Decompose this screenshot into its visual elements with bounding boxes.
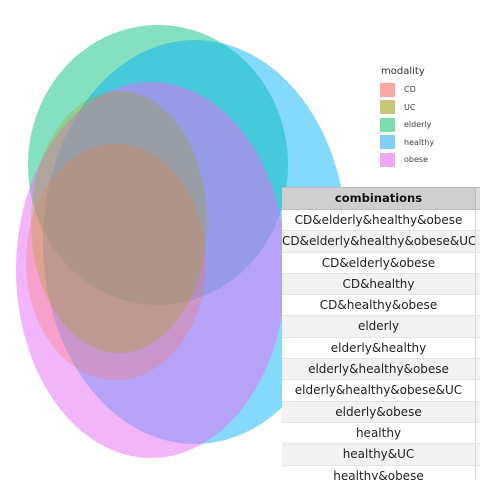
next-column-cell [475,231,480,252]
set-cd-ellipse [26,144,206,380]
next-column-cell [475,401,480,422]
table-row[interactable]: elderly&healthy&obese [282,359,480,381]
combination-cell: CD&elderly&obese [321,255,436,270]
legend-item-uc: UC [380,99,434,117]
table-row[interactable]: healthy&obese [282,465,480,480]
combination-cell: elderly&healthy&obese [308,362,449,377]
legend-item-obese: obese [380,151,434,169]
table-row[interactable]: elderly&healthy&obese&UC [282,380,480,402]
next-column-cell [475,465,480,480]
next-column-cell [475,295,480,316]
set-uc-ellipse [31,91,207,353]
table-row[interactable]: healthy [282,422,480,445]
set-obese-ellipse [16,82,286,458]
table-row[interactable]: CD&elderly&healthy&obese&UC [282,231,480,253]
combination-cell: CD&healthy&obese [319,298,438,313]
table-row[interactable]: CD&healthy [282,273,480,296]
combination-cell: elderly&obese [335,404,422,419]
table-row[interactable]: elderly&obese [282,401,480,423]
next-column-cell [475,210,480,231]
legend: modality CD UC elderly healthy obese [380,66,434,169]
table-row[interactable]: CD&elderly&healthy&obese [282,210,480,232]
legend-label: UC [404,102,416,112]
legend-item-healthy: healthy [380,134,434,152]
legend-swatch [380,82,395,97]
legend-label: CD [404,85,416,95]
header-combinations[interactable]: combinations [334,191,423,205]
combination-cell: healthy&UC [342,447,415,462]
combination-cell: healthy [355,425,402,440]
table-row[interactable]: elderly&healthy [282,337,480,360]
legend-item-cd: CD [380,81,434,99]
next-column-cell [475,316,480,337]
legend-label: obese [404,155,428,165]
next-column-cell [475,252,480,273]
next-column-cell [475,359,480,380]
legend-swatch [380,100,395,115]
combination-cell: elderly&healthy [330,340,427,355]
table-header: combinations [282,187,480,210]
next-column-cell [475,273,480,295]
next-column-cell [475,422,480,444]
combinations-table: combinations CD&elderly&healthy&obese CD&… [282,187,480,480]
combination-cell: elderly&healthy&obese&UC [294,383,463,398]
combination-cell: CD&elderly&healthy&obese&UC [282,234,475,249]
legend-swatch [380,117,395,132]
combination-cell: CD&elderly&healthy&obese [294,213,463,227]
legend-item-elderly: elderly [380,116,434,134]
table-row[interactable]: healthy&UC [282,444,480,466]
header-next-column [475,188,480,209]
legend-swatch [380,152,395,167]
legend-label: healthy [404,137,435,147]
legend-swatch [380,135,395,150]
legend-label: elderly [404,120,432,130]
next-column-cell [475,380,480,401]
combination-cell: CD&healthy [342,276,415,291]
legend-title: modality [381,66,425,77]
table-row[interactable]: CD&elderly&obese [282,252,480,274]
table-row[interactable]: CD&healthy&obese [282,295,480,317]
next-column-cell [475,337,480,359]
combination-cell: elderly [357,319,400,334]
combination-cell: healthy&obese [333,468,424,480]
table-row[interactable]: elderly [282,316,480,338]
next-column-cell [475,444,480,465]
